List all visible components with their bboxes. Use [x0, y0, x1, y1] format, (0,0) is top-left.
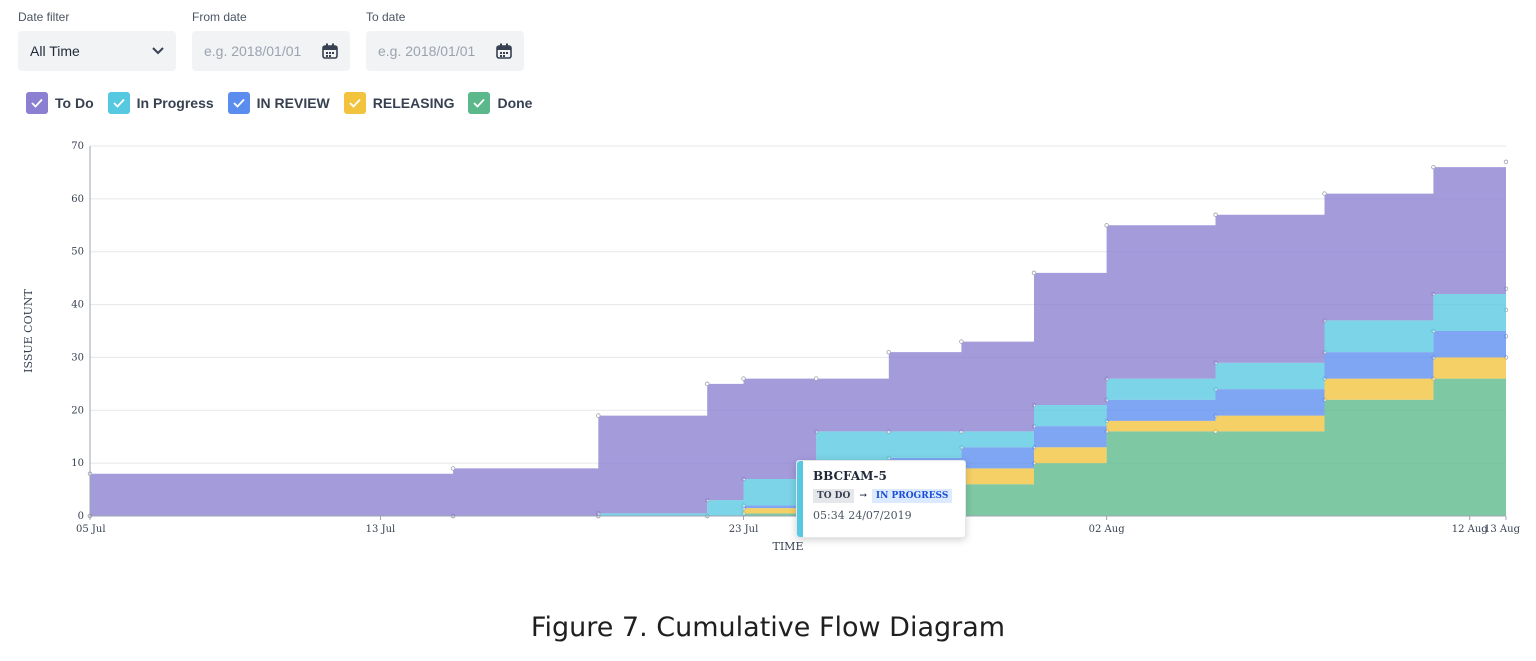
x-tick-label: 13 Jul	[366, 524, 396, 535]
to-date-placeholder: e.g. 2018/01/01	[378, 43, 476, 59]
series-area-to-do[interactable]	[90, 161, 1506, 516]
data-point[interactable]	[1104, 223, 1109, 228]
data-point[interactable]	[1503, 159, 1509, 165]
filter-bar: Date filter All Time From date e.g. 2018…	[18, 10, 524, 71]
legend-item-todo[interactable]: To Do	[26, 92, 94, 114]
chevron-down-icon	[152, 47, 164, 55]
series-area-in-review[interactable]	[90, 309, 1506, 516]
calendar-icon[interactable]	[322, 43, 338, 59]
x-axis-label: TIME	[773, 540, 804, 553]
date-filter-value: All Time	[30, 43, 80, 59]
legend-label: In Progress	[136, 95, 214, 111]
checkbox-icon[interactable]	[107, 92, 130, 114]
data-point[interactable]	[1431, 164, 1436, 170]
date-filter-label: Date filter	[18, 10, 70, 24]
y-tick-label: 30	[71, 352, 84, 363]
from-date-label: From date	[192, 10, 247, 24]
checkbox-icon[interactable]	[26, 92, 48, 114]
checkbox-icon[interactable]	[343, 92, 366, 114]
y-tick-label: 50	[71, 247, 84, 258]
legend-label: IN REVIEW	[256, 95, 330, 111]
data-point[interactable]	[813, 376, 819, 381]
issue-tooltip: BBCFAM-5 TO DO → IN PROGRESS 05:34 24/07…	[796, 460, 966, 538]
from-date-group: From date e.g. 2018/01/01	[192, 10, 350, 71]
tooltip-issue-key: BBCFAM-5	[813, 469, 887, 483]
series-area-releasing[interactable]	[90, 336, 1506, 516]
y-tick-label: 0	[78, 511, 84, 522]
data-point[interactable]	[1322, 191, 1327, 196]
cumulative-flow-chart: 0 10 20 30 40 50 60 70 05 Jul 13 Jul 23 Jul 02 Aug 1…	[22, 141, 1521, 553]
date-filter-select[interactable]: All Time	[18, 31, 176, 71]
legend-item-releasing[interactable]: RELEASING	[343, 92, 455, 114]
y-tick-label: 20	[71, 405, 84, 416]
checkbox-icon[interactable]	[227, 92, 250, 114]
data-point[interactable]	[705, 381, 710, 387]
checkbox-icon[interactable]	[468, 92, 491, 114]
data-point[interactable]	[1031, 270, 1037, 276]
legend-label: To Do	[55, 95, 94, 111]
figure-caption: Figure 7. Cumulative Flow Diagram	[530, 612, 1006, 643]
legend-label: RELEASING	[372, 95, 455, 111]
data-point[interactable]	[886, 349, 891, 355]
tooltip-from-status: TO DO	[813, 489, 855, 503]
data-point[interactable]	[1213, 212, 1218, 217]
y-tick-label: 10	[71, 458, 84, 469]
legend-item-done[interactable]: Done	[468, 92, 532, 114]
to-date-label: To date	[366, 10, 406, 24]
data-point[interactable]	[741, 376, 746, 381]
legend-label: Done	[497, 95, 533, 111]
data-point[interactable]	[959, 339, 964, 344]
legend-item-in-progress[interactable]: In Progress	[107, 92, 214, 114]
tooltip-timestamp: 05:34 24/07/2019	[813, 509, 912, 522]
y-axis-label: ISSUE COUNT	[22, 288, 35, 372]
calendar-icon[interactable]	[496, 43, 512, 59]
tooltip-transition: TO DO → IN PROGRESS	[813, 489, 955, 503]
x-tick-label: 13 Aug	[1484, 524, 1521, 535]
x-tick-label: 23 Jul	[729, 524, 759, 535]
series-area-done[interactable]	[90, 357, 1506, 516]
legend: To Do In Progress IN REVIEW RELEASING Do…	[26, 92, 532, 114]
to-date-group: To date e.g. 2018/01/01	[366, 10, 524, 71]
data-point[interactable]	[596, 413, 601, 418]
to-date-input[interactable]: e.g. 2018/01/01	[366, 31, 524, 71]
from-date-input[interactable]: e.g. 2018/01/01	[192, 31, 350, 71]
x-tick-label: 12 Aug	[1452, 524, 1489, 535]
from-date-placeholder: e.g. 2018/01/01	[204, 43, 302, 59]
x-tick-label: 05 Jul	[76, 524, 106, 535]
y-tick-label: 60	[71, 194, 84, 205]
legend-item-in-review[interactable]: IN REVIEW	[227, 92, 330, 114]
y-tick-label: 70	[71, 141, 84, 152]
date-filter-group: Date filter All Time	[18, 10, 176, 71]
data-point[interactable]	[450, 466, 456, 471]
x-tick-label: 02 Aug	[1089, 524, 1126, 535]
y-tick-label: 40	[71, 300, 84, 311]
tooltip-accent-bar	[797, 461, 803, 537]
tooltip-to-status: IN PROGRESS	[871, 489, 953, 503]
arrow-right-icon: →	[859, 491, 867, 501]
